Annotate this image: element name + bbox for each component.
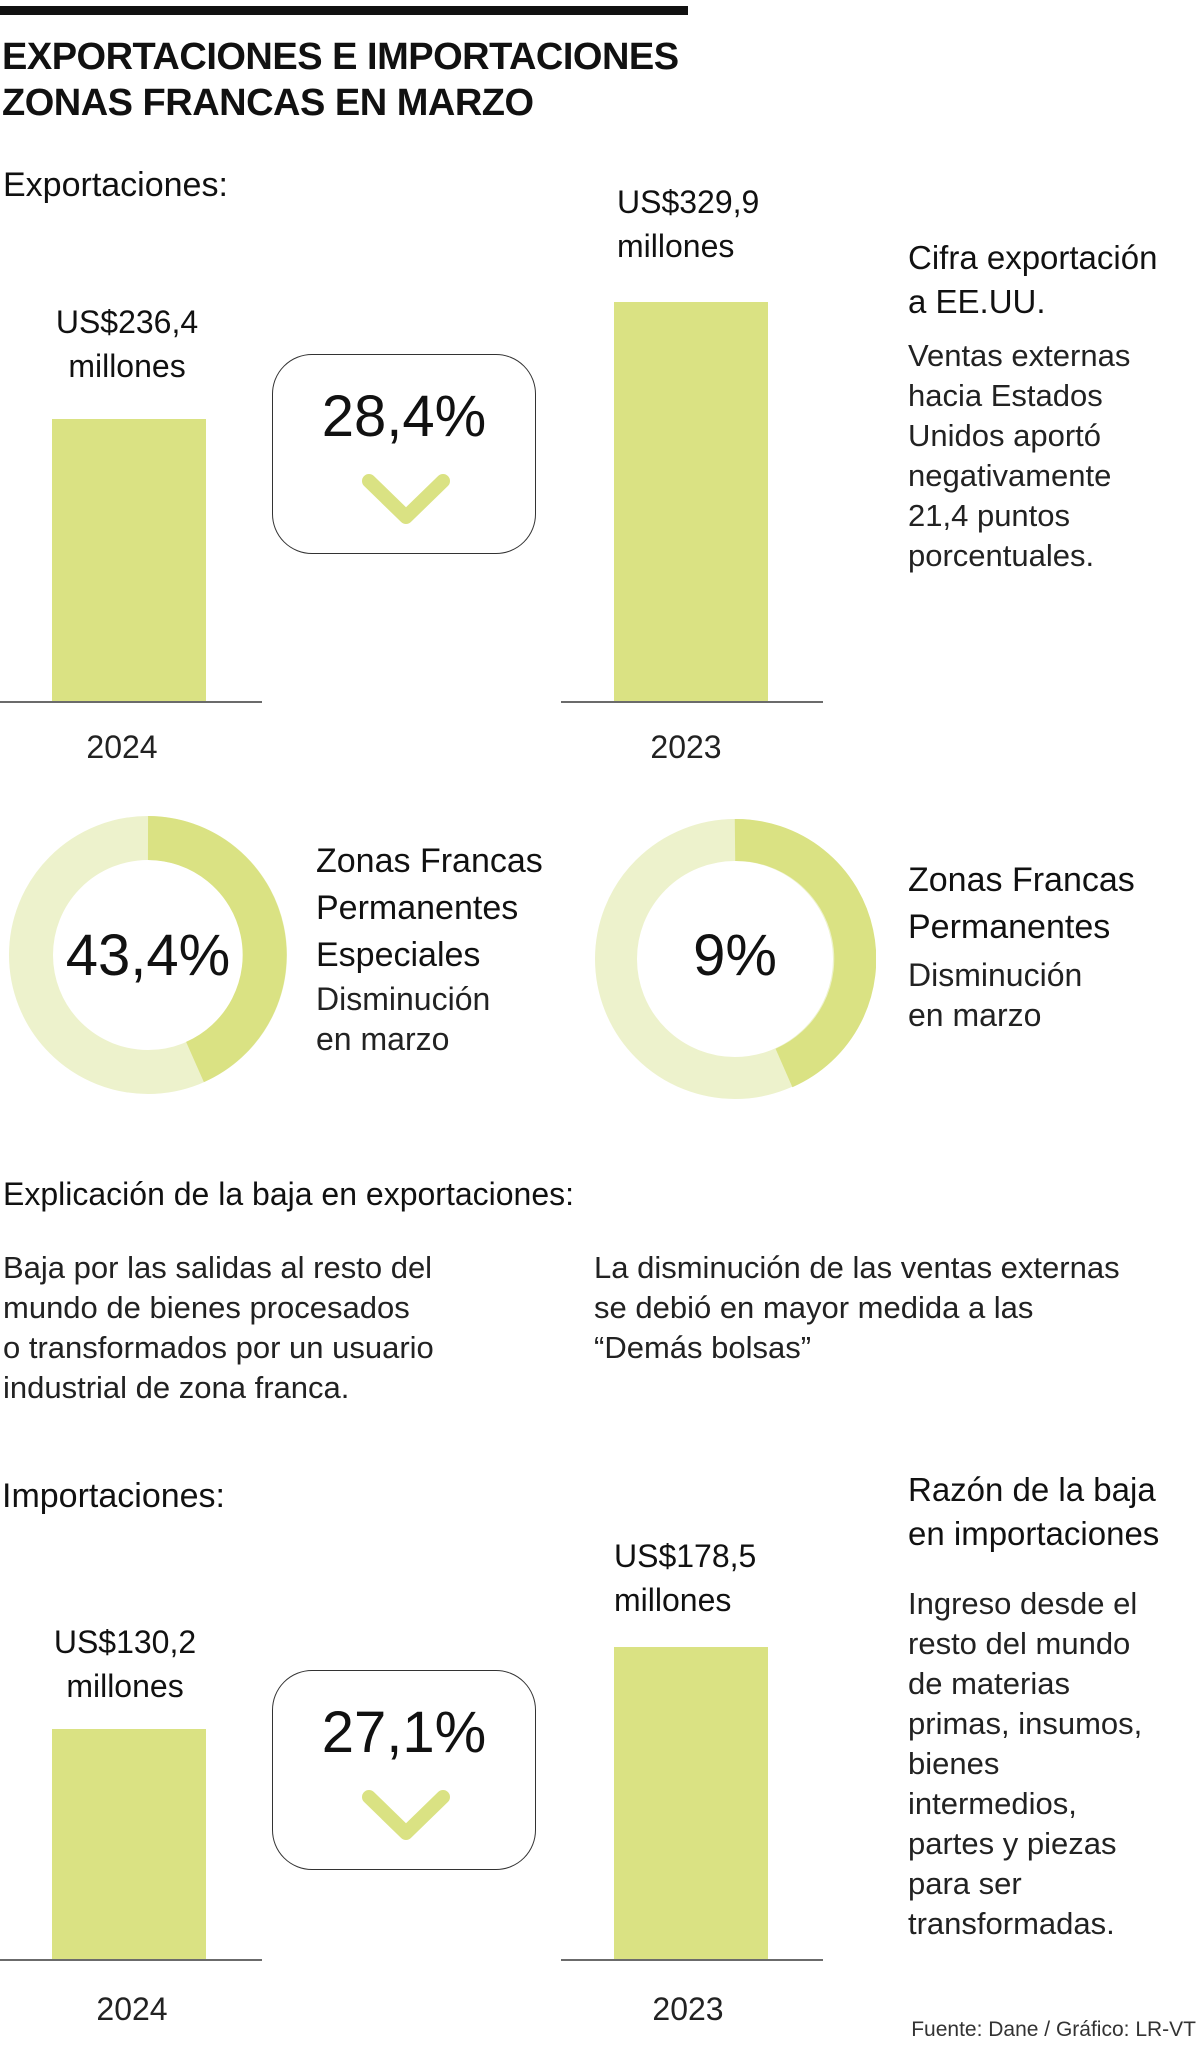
exports-2023-value: US$329,9 millones xyxy=(617,184,760,264)
exports-bar-2023 xyxy=(614,302,768,702)
page-title: EXPORTACIONES E IMPORTACIONES ZONAS FRAN… xyxy=(2,36,679,124)
imports-2024-value: US$130,2 millones xyxy=(53,1624,197,1704)
imports-change-value: 27,1% xyxy=(321,1700,487,1765)
donut-label-especiales: Zonas Francas Permanentes Especiales Dis… xyxy=(316,842,543,1057)
explanation-left: Baja por las salidas al resto del mundo … xyxy=(3,1250,434,1405)
exports-year-2024: 2024 xyxy=(86,729,158,765)
donut-value: 43,4% xyxy=(65,923,231,988)
chevron-down-icon xyxy=(362,1790,450,1840)
explanation-heading: Explicación de la baja en exportaciones: xyxy=(3,1176,575,1212)
donut-ring xyxy=(9,816,287,1094)
imports-baseline-2024 xyxy=(0,1959,262,1961)
donut-ring xyxy=(595,818,877,1099)
top-rule xyxy=(0,6,688,15)
imports-bar-2024 xyxy=(52,1729,206,1960)
donut-chart-especiales: 43,4% xyxy=(8,812,288,1098)
imports-label: Importaciones: xyxy=(2,1477,225,1515)
imports-bar-2023 xyxy=(614,1647,768,1960)
exports-baseline-2023 xyxy=(561,701,823,703)
chevron-down-icon xyxy=(362,474,450,524)
exports-baseline-2024 xyxy=(0,701,262,703)
imports-note: Razón de la baja en importaciones Ingres… xyxy=(908,1471,1160,1941)
imports-change-box: 27,1% xyxy=(272,1670,536,1870)
exports-note: Cifra exportación a EE.UU. Ventas extern… xyxy=(908,239,1158,573)
exports-year-2023: 2023 xyxy=(650,729,722,765)
imports-year-2024: 2024 xyxy=(96,1991,168,2027)
exports-bar-2024 xyxy=(52,419,206,702)
donut-value: 9% xyxy=(693,923,777,988)
explanation-right: La disminución de las ventas externas se… xyxy=(594,1250,1120,1365)
donut-label-permanentes: Zonas Francas Permanentes Disminución en… xyxy=(908,861,1135,1033)
exports-change-value: 28,4% xyxy=(321,384,487,449)
exports-label: Exportaciones: xyxy=(3,166,228,204)
imports-2023-value: US$178,5 millones xyxy=(614,1538,757,1618)
imports-baseline-2023 xyxy=(561,1959,823,1961)
donut-chart-permanentes: 9% xyxy=(594,814,877,1104)
source-credit: Fuente: Dane / Gráfico: LR-VT xyxy=(911,2018,1196,2041)
exports-2024-value: US$236,4 millones xyxy=(55,304,199,384)
imports-year-2023: 2023 xyxy=(652,1991,724,2027)
exports-change-box: 28,4% xyxy=(272,354,536,554)
